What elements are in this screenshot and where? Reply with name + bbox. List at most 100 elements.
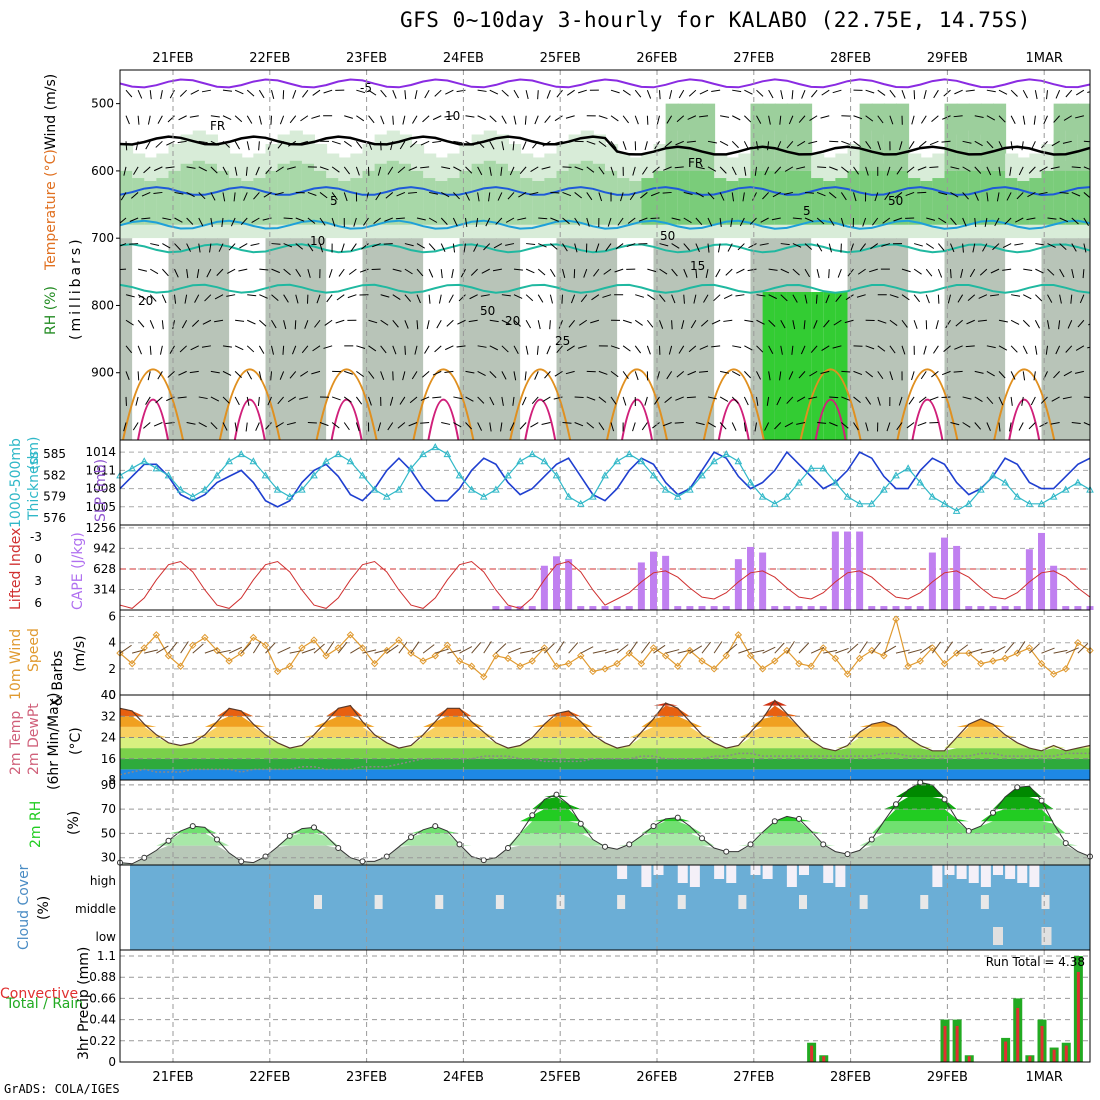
wind-marker — [577, 652, 585, 660]
wind-barb — [1004, 217, 1012, 225]
wind-barb — [640, 641, 651, 654]
wind-barb — [602, 294, 612, 298]
wind-barb — [574, 422, 584, 427]
wind-barb — [271, 243, 281, 245]
wind-marker — [152, 631, 161, 639]
wind-barb — [477, 115, 486, 121]
wind-barb — [590, 319, 600, 324]
wind-barb — [556, 345, 563, 354]
wind-barb — [519, 166, 527, 174]
wind-barb — [549, 294, 553, 304]
wind-tick-label: 4 — [108, 636, 116, 650]
wind-barb — [756, 141, 759, 151]
wind-speed-line — [120, 617, 1090, 678]
cape-tick-label: 1256 — [85, 521, 116, 535]
wind-barb — [282, 345, 285, 355]
wind-marker — [322, 652, 330, 660]
rh-cell — [398, 163, 412, 225]
wind-barb — [166, 140, 175, 146]
wind-barb — [586, 140, 596, 145]
wind-barb — [998, 371, 1006, 379]
y-tick-label: 700 — [91, 231, 114, 245]
wind-barb — [312, 89, 321, 96]
wind-barb — [235, 319, 245, 322]
wind-barb — [731, 396, 739, 404]
wind-barb — [1071, 217, 1079, 225]
wind-barb — [776, 396, 782, 406]
cape-bar — [904, 606, 912, 610]
wind-barb — [271, 294, 279, 301]
cloud-gap — [314, 895, 322, 909]
wind-barb — [526, 243, 536, 245]
wind-barb — [1028, 166, 1036, 174]
wind-barb — [815, 294, 818, 304]
rh-label: RH (%) — [43, 286, 59, 335]
isotherm-30-loop — [233, 398, 266, 440]
wind-barb — [513, 115, 517, 125]
wind-barb — [513, 345, 519, 354]
wind-barb — [234, 89, 244, 95]
wind-barb — [495, 643, 507, 654]
wind-barb — [368, 396, 372, 406]
rh-cell — [568, 238, 582, 440]
wind-barb — [414, 345, 418, 355]
wind-barb — [453, 396, 463, 400]
rh-cell — [641, 178, 655, 225]
thickness-marker — [649, 471, 658, 479]
wind-barb — [404, 268, 413, 275]
cape-bar — [722, 606, 730, 610]
wind-barb — [529, 191, 539, 196]
cape-bar — [504, 606, 512, 610]
rh-marker — [650, 823, 657, 830]
wind-barb — [201, 89, 211, 93]
wind-marker — [795, 659, 803, 668]
rh-marker — [335, 845, 342, 851]
thickness-marker — [370, 485, 379, 493]
thickness-tick-label: 585 — [43, 447, 66, 461]
rh-cell — [156, 238, 170, 440]
wind-barb — [258, 345, 265, 354]
cloud-gap — [435, 895, 444, 909]
wind-barb — [1096, 423, 1100, 429]
wind-barb — [374, 649, 389, 654]
wind-barb — [671, 217, 681, 221]
wind-barb — [279, 115, 285, 125]
date-label-bottom: 22FEB — [249, 1070, 290, 1085]
wind-barb — [663, 422, 672, 427]
wind-barb — [541, 422, 551, 426]
wind-barb — [809, 370, 818, 377]
wind-barb — [307, 268, 311, 278]
wind-barb — [440, 217, 448, 225]
wind-barb — [642, 166, 648, 175]
wind-barb — [246, 115, 253, 124]
wind-marker — [637, 659, 646, 668]
wind-barb — [250, 243, 260, 247]
wind-barb — [153, 422, 163, 427]
cloud-gap — [1041, 895, 1050, 909]
wind-barb — [1083, 217, 1089, 226]
rh-cell — [799, 292, 813, 440]
rh-marker — [893, 801, 899, 808]
thickness-marker — [746, 478, 755, 486]
wind-barb — [565, 370, 575, 375]
wind-marker — [237, 649, 245, 657]
wind-barb — [386, 644, 399, 654]
wind-barb — [377, 422, 382, 432]
wind-barb — [452, 217, 458, 227]
wind-barb — [319, 166, 329, 171]
wind-barb — [1050, 422, 1060, 425]
wind-barb — [772, 192, 781, 198]
precip-label: 3hr Precip (mm) — [76, 947, 92, 1060]
rh-cell — [241, 238, 255, 440]
wind-barb — [287, 396, 297, 403]
wind-barb — [214, 319, 224, 323]
wind-barb — [246, 396, 250, 406]
wind-barb — [125, 294, 135, 298]
convective-bar — [1064, 1045, 1068, 1062]
wind-barb — [1096, 141, 1100, 144]
wind-barb — [489, 141, 495, 150]
rh-cell — [980, 238, 994, 440]
wind-barb — [719, 396, 729, 402]
wind-barb — [646, 345, 651, 355]
wind-barb — [1022, 115, 1026, 125]
